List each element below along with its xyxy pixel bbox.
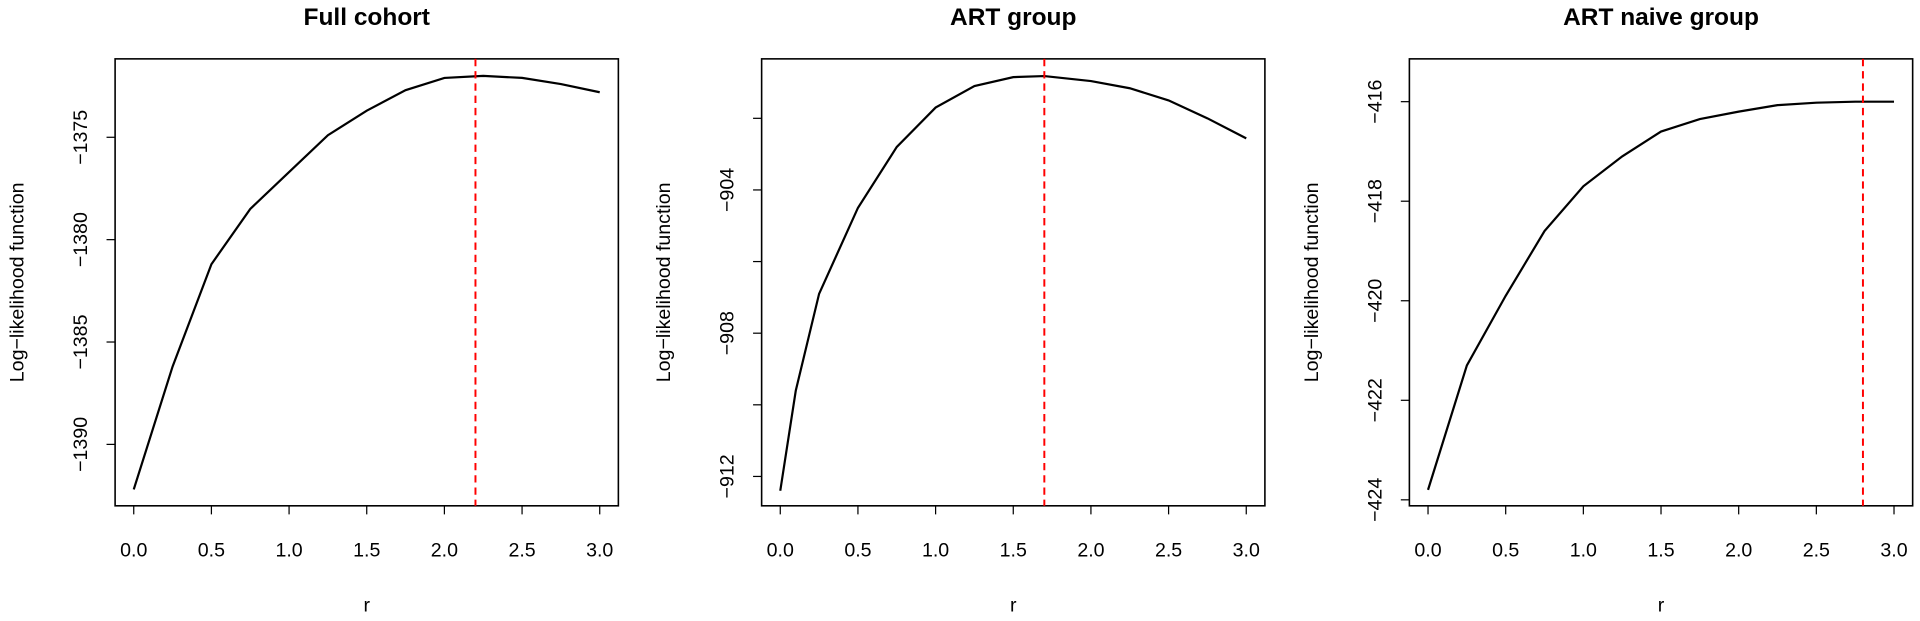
x-axis-label: r	[1658, 594, 1665, 616]
x-tick-label: 0.0	[1414, 539, 1441, 561]
x-tick-label: 2.5	[508, 539, 535, 561]
curve	[1426, 100, 1895, 491]
y-tick-label: −416	[1364, 80, 1386, 124]
x-tick-label: 3.0	[1233, 539, 1260, 561]
y-tick-label: −1380	[70, 212, 92, 267]
x-tick-label: 3.0	[1880, 539, 1907, 561]
x-tick-label: 1.5	[1647, 539, 1674, 561]
plot-frame	[114, 58, 620, 507]
x-axis-label: r	[1010, 594, 1017, 616]
chart-title: Full cohort	[304, 4, 430, 31]
x-tick-label: 0.0	[120, 539, 147, 561]
y-tick-label: −424	[1364, 478, 1386, 522]
y-tick-label: −908	[717, 311, 739, 355]
x-tick-label: 0.5	[1492, 539, 1519, 561]
chart-title: ART group	[950, 4, 1076, 31]
x-tick-label: 1.5	[353, 539, 380, 561]
curve	[779, 74, 1247, 491]
y-tick-label: −422	[1364, 378, 1386, 422]
y-axis-label: Log−likelihood function	[653, 182, 675, 382]
x-tick-label: 0.0	[767, 539, 794, 561]
x-tick-label: 1.0	[1570, 539, 1597, 561]
x-tick-label: 2.5	[1803, 539, 1830, 561]
plot-frame	[1408, 58, 1914, 507]
curve	[132, 74, 600, 490]
x-axis-label: r	[363, 594, 370, 616]
y-axis-label: Log−likelihood function	[7, 182, 29, 382]
y-axis-label: Log−likelihood function	[1301, 182, 1323, 382]
y-tick-label: −420	[1364, 279, 1386, 323]
y-tick-label: −418	[1364, 179, 1386, 223]
y-tick-label: −1385	[70, 314, 92, 369]
plot-frame	[760, 58, 1266, 507]
y-tick-label: −904	[717, 168, 739, 212]
x-tick-label: 2.0	[1725, 539, 1752, 561]
y-tick-label: −912	[717, 454, 739, 498]
x-tick-label: 0.5	[844, 539, 871, 561]
x-tick-label: 2.5	[1155, 539, 1182, 561]
x-tick-label: 3.0	[586, 539, 613, 561]
x-tick-label: 2.0	[1077, 539, 1104, 561]
y-tick-label: −1390	[70, 417, 92, 472]
x-tick-label: 1.0	[922, 539, 949, 561]
x-tick-label: 1.0	[275, 539, 302, 561]
chart-title: ART naive group	[1563, 4, 1759, 31]
y-tick-label: −1375	[70, 110, 92, 165]
x-tick-label: 0.5	[198, 539, 225, 561]
x-tick-label: 1.5	[1000, 539, 1027, 561]
x-tick-label: 2.0	[431, 539, 458, 561]
